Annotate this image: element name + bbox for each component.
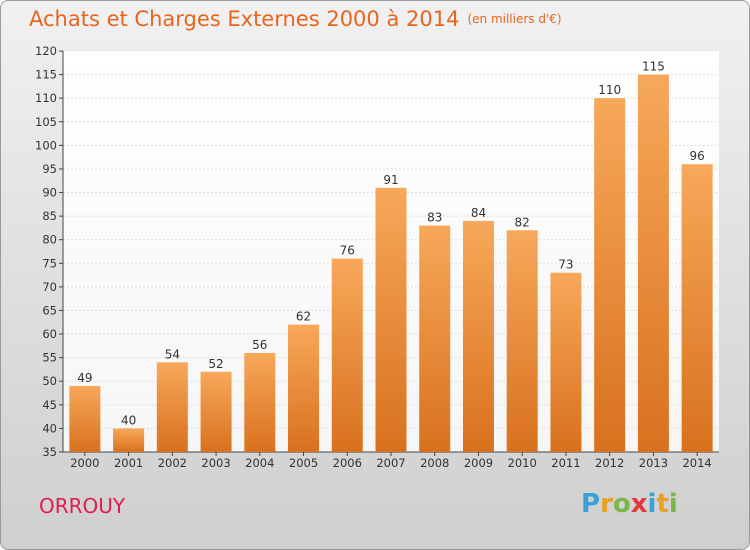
y-tick-label: 60 <box>42 327 57 341</box>
data-label: 83 <box>427 211 442 225</box>
y-tick-label: 50 <box>42 374 57 388</box>
bar <box>550 272 582 452</box>
x-tick-label: 2007 <box>376 456 405 470</box>
x-tick-label: 2005 <box>289 456 318 470</box>
data-label: 82 <box>515 215 530 229</box>
x-tick-label: 2002 <box>158 456 187 470</box>
bar <box>637 74 669 453</box>
x-tick-label: 2001 <box>114 456 143 470</box>
y-tick-label: 65 <box>42 303 57 317</box>
city-name: ORROUY <box>39 494 126 518</box>
data-label: 52 <box>208 357 223 371</box>
bar <box>419 225 451 452</box>
bar <box>375 187 407 452</box>
x-tick-label: 2008 <box>420 456 449 470</box>
logo-letter: i <box>668 489 678 519</box>
x-tick-label: 2006 <box>333 456 362 470</box>
y-tick-label: 45 <box>42 398 57 412</box>
chart-title: Achats et Charges Externes 2000 à 2014 (e… <box>29 7 562 31</box>
y-tick-label: 40 <box>42 421 57 435</box>
y-tick-label: 90 <box>42 186 57 200</box>
logo-letter: o <box>612 489 631 519</box>
x-tick-label: 2000 <box>70 456 99 470</box>
data-label: 56 <box>252 338 267 352</box>
y-tick-label: 100 <box>35 138 57 152</box>
bar <box>594 98 626 453</box>
y-tick-label: 95 <box>42 162 57 176</box>
data-label: 76 <box>340 244 355 258</box>
y-tick-label: 55 <box>42 351 57 365</box>
logo-letter: t <box>656 489 669 519</box>
y-tick-label: 70 <box>42 280 57 294</box>
x-tick-label: 2011 <box>551 456 580 470</box>
data-label: 115 <box>642 60 665 74</box>
data-label: 84 <box>471 206 486 220</box>
logo-letter: r <box>600 489 613 519</box>
x-tick-label: 2003 <box>201 456 230 470</box>
chart-title-text: Achats et Charges Externes 2000 à 2014 <box>29 7 460 31</box>
bar <box>156 362 188 452</box>
bar <box>681 164 713 453</box>
x-tick-label: 2010 <box>508 456 537 470</box>
data-label: 62 <box>296 310 311 324</box>
chart-subtitle: (en milliers d'€) <box>467 12 562 26</box>
bar <box>506 230 538 452</box>
y-tick-label: 115 <box>35 68 57 82</box>
y-tick-label: 85 <box>42 209 57 223</box>
data-label: 49 <box>77 371 92 385</box>
y-tick-label: 105 <box>35 115 57 129</box>
bar <box>200 371 232 452</box>
proxiti-logo: Proxiti <box>581 489 678 519</box>
x-tick-label: 2012 <box>595 456 624 470</box>
x-tick-label: 2014 <box>682 456 711 470</box>
y-tick-label: 35 <box>42 445 57 459</box>
y-tick-label: 80 <box>42 233 57 247</box>
data-label: 73 <box>558 258 573 272</box>
logo-letter: P <box>581 489 601 519</box>
bar <box>288 324 320 452</box>
y-tick-label: 75 <box>42 256 57 270</box>
data-label: 40 <box>121 413 136 427</box>
x-tick-label: 2004 <box>245 456 274 470</box>
bar <box>331 258 363 452</box>
logo-letter: i <box>647 489 657 519</box>
x-tick-label: 2013 <box>639 456 668 470</box>
data-label: 91 <box>383 173 398 187</box>
logo-letter: x <box>630 489 648 519</box>
bar <box>244 352 276 452</box>
bar <box>462 220 494 452</box>
y-tick-label: 120 <box>35 44 57 58</box>
data-label: 54 <box>165 347 180 361</box>
data-label: 96 <box>689 149 704 163</box>
y-tick-label: 110 <box>35 91 57 105</box>
bar <box>113 428 145 452</box>
data-label: 110 <box>598 83 621 97</box>
x-tick-label: 2009 <box>464 456 493 470</box>
bar <box>69 385 101 452</box>
